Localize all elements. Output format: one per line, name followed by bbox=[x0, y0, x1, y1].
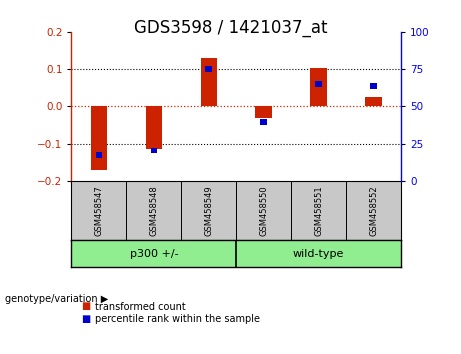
Bar bbox=[370, 83, 377, 88]
Bar bbox=[91, 106, 107, 170]
Text: GSM458549: GSM458549 bbox=[204, 185, 213, 236]
Bar bbox=[95, 152, 102, 158]
Text: percentile rank within the sample: percentile rank within the sample bbox=[95, 314, 260, 324]
Bar bbox=[201, 58, 217, 106]
Text: wild-type: wild-type bbox=[293, 249, 344, 259]
Bar bbox=[206, 66, 212, 72]
Text: GSM458547: GSM458547 bbox=[95, 185, 103, 236]
Bar bbox=[315, 81, 322, 87]
Text: GSM458551: GSM458551 bbox=[314, 185, 323, 236]
Bar bbox=[146, 106, 162, 149]
Bar bbox=[151, 148, 157, 153]
Bar bbox=[310, 68, 327, 106]
Text: transformed count: transformed count bbox=[95, 302, 185, 312]
Text: genotype/variation ▶: genotype/variation ▶ bbox=[5, 294, 108, 304]
Text: GDS3598 / 1421037_at: GDS3598 / 1421037_at bbox=[134, 19, 327, 38]
Text: GSM458550: GSM458550 bbox=[259, 185, 268, 236]
Text: p300 +/-: p300 +/- bbox=[130, 249, 178, 259]
Text: ■: ■ bbox=[81, 314, 90, 324]
Text: GSM458552: GSM458552 bbox=[369, 185, 378, 236]
Text: GSM458548: GSM458548 bbox=[149, 185, 159, 236]
Bar bbox=[366, 97, 382, 106]
Bar bbox=[260, 119, 267, 125]
Text: ■: ■ bbox=[81, 301, 90, 311]
Bar bbox=[255, 106, 272, 118]
